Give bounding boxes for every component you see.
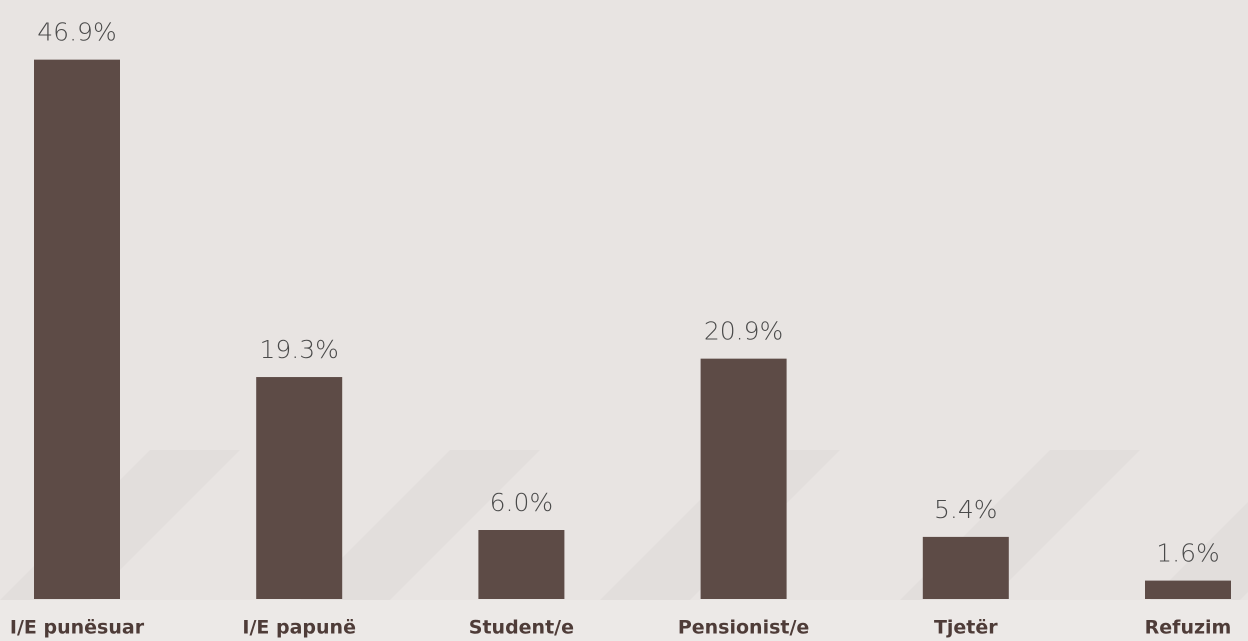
x-tick-label: Pensionist/e	[678, 617, 809, 639]
x-tick-label: Refuzim	[1145, 617, 1232, 639]
x-tick-label: I/E punësuar	[10, 617, 145, 639]
bar	[256, 377, 343, 599]
bar	[34, 59, 120, 599]
bar	[478, 530, 565, 599]
value-label: 46.9%	[37, 18, 116, 47]
value-label: 20.9%	[704, 317, 783, 346]
label-band	[0, 600, 1248, 641]
bar	[700, 358, 787, 599]
value-label: 1.6%	[1156, 539, 1220, 568]
bar	[922, 536, 1009, 599]
x-tick-label: I/E papunë	[242, 617, 356, 639]
value-label: 19.3%	[259, 335, 338, 364]
value-label: 6.0%	[490, 488, 554, 517]
bar	[1145, 580, 1231, 599]
value-label: 5.4%	[934, 495, 998, 524]
x-tick-label: Student/e	[469, 617, 574, 639]
stripe	[1150, 502, 1248, 600]
x-tick-label: Tjetër	[934, 617, 998, 639]
stripe	[300, 450, 540, 600]
background-stripes	[0, 450, 1248, 600]
